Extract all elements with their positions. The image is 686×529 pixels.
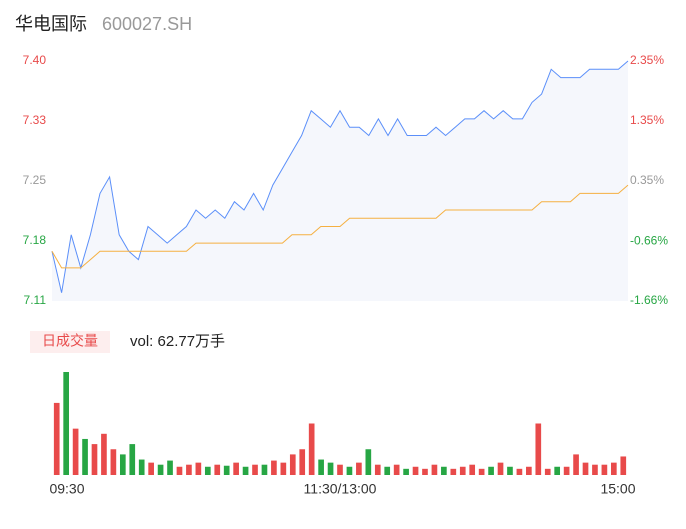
volume-bar [431,464,438,475]
volume-bar [422,468,428,475]
volume-bar [554,466,561,475]
volume-bar [592,464,598,475]
volume-bar [72,428,79,475]
volume-bar [82,438,88,475]
volume-bar [91,444,98,475]
volume-bar [620,456,627,475]
volume-bar [488,466,494,475]
volume-bar [176,466,183,475]
y2-tick-label: 0.35% [630,173,664,187]
volume-bar [573,454,579,475]
volume-bar [478,468,485,475]
volume-bar [403,468,409,475]
volume-bar [412,466,419,475]
volume-bar [289,454,296,475]
volume-bar [101,433,107,475]
volume-bar [535,423,542,475]
volume-bar [214,464,221,475]
volume-bar [53,402,60,475]
volume-bar [327,462,334,475]
y-tick-label: 7.33 [23,113,47,127]
volume-bar [242,466,249,475]
y2-tick-label: 1.35% [630,113,664,127]
y-tick-label: 7.11 [24,293,47,307]
volume-bar [223,465,230,475]
volume-bar [167,460,173,475]
volume-bar [110,449,117,475]
volume-bar [63,372,69,475]
volume-bar [356,462,362,475]
volume-bar [252,464,258,475]
volume-bar [195,462,202,475]
volume-bar [507,466,513,475]
volume-bar [365,449,372,475]
volume-bar [148,462,154,475]
price-area [52,61,628,301]
volume-bar [544,468,551,475]
x-tick-label: 09:30 [49,481,84,497]
volume-badge: 日成交量 [42,333,98,349]
x-tick-label: 15:00 [600,481,635,497]
y2-tick-label: -0.66% [630,233,668,247]
price-line [51,60,629,293]
volume-bar [119,454,126,475]
volume-bar [393,464,400,475]
y2-tick-label: -1.66% [630,293,668,307]
volume-bar [204,466,211,475]
volume-bar [337,464,343,475]
volume-bar [563,466,570,475]
volume-bar [346,466,353,475]
volume-bar [280,462,287,475]
volume-bar [308,423,315,475]
volume-bar [459,466,466,475]
x-tick-label: 11:30/13:00 [304,481,377,497]
volume-bar [441,466,447,475]
volume-bar [233,462,239,475]
volume-bar [186,464,192,475]
volume-bar [384,466,391,475]
volume-bar [374,464,381,475]
volume-bar [516,468,523,475]
stock-code: 600027.SH [102,14,192,34]
volume-bar [611,462,617,475]
volume-bar [601,464,608,475]
volume-caption: vol: 62.77万手 [130,333,225,350]
volume-bar [271,460,277,475]
volume-bar [261,464,268,475]
average-line [51,184,629,269]
volume-bar [497,462,504,475]
y-tick-label: 7.40 [23,53,47,67]
volume-bar [157,464,164,475]
volume-bar [299,449,306,475]
volume-bar [318,459,324,475]
volume-bar [582,462,589,475]
y2-tick-label: 2.35% [630,53,664,67]
badge-bg [30,331,110,353]
volume-bar [450,468,457,475]
volume-bar [138,459,145,475]
stock-name: 华电国际 [15,14,87,34]
y-tick-label: 7.18 [23,233,47,247]
y-tick-label: 7.25 [23,173,47,187]
volume-bar [129,444,136,475]
volume-bar [526,466,532,475]
volume-bar [469,464,476,475]
